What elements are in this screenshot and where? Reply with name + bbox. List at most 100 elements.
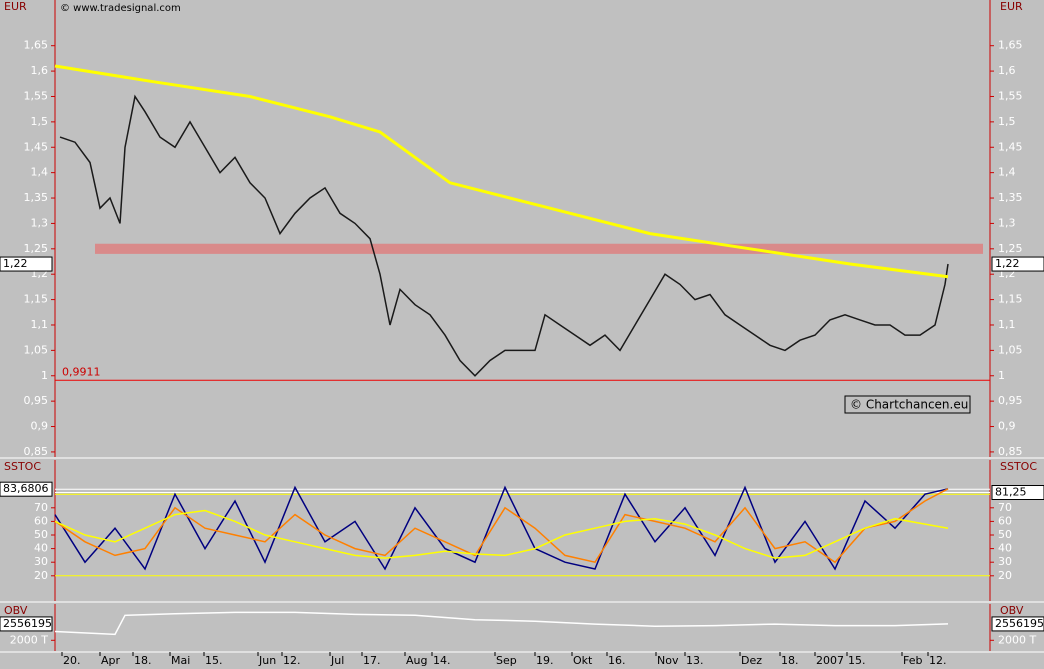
series-line xyxy=(59,94,949,377)
x-tick-label: 15. xyxy=(848,654,866,667)
y-tick-label: 1,4 xyxy=(31,166,49,179)
series-line xyxy=(54,485,949,571)
y-tick-label: 1 xyxy=(41,369,48,382)
x-tick-label: Jun xyxy=(258,654,276,667)
support-label: 0,9911 xyxy=(62,365,101,378)
value-box-label: 2556195 xyxy=(3,617,52,630)
y-tick-label: 1,15 xyxy=(24,293,49,306)
y-tick-label: 40 xyxy=(34,542,48,555)
y-tick-label: 1,45 xyxy=(998,140,1023,153)
x-tick-label: Aug xyxy=(406,654,427,667)
x-tick-label: 18. xyxy=(134,654,152,667)
series-line xyxy=(54,509,949,559)
y-tick-label: 0,9 xyxy=(31,420,49,433)
panel-title: SSTOC xyxy=(1000,460,1037,473)
x-tick-label: 13. xyxy=(686,654,704,667)
y-tick-label: 1,1 xyxy=(998,318,1016,331)
resistance-zone xyxy=(95,243,983,254)
series-line xyxy=(54,611,949,636)
y-tick-label: 1,25 xyxy=(24,242,49,255)
value-box-label: 1,22 xyxy=(995,257,1020,270)
x-tick-label: 19. xyxy=(536,654,554,667)
x-tick-label: Jul xyxy=(330,654,344,667)
y-tick-label: 40 xyxy=(998,542,1012,555)
value-box xyxy=(991,485,1044,500)
x-tick-label: Nov xyxy=(657,654,679,667)
value-box xyxy=(0,481,53,497)
panel-title: EUR xyxy=(4,0,27,13)
value-box-label: 81,25 xyxy=(995,486,1027,499)
y-tick-label: 1,05 xyxy=(24,343,49,356)
y-tick-label: 0,95 xyxy=(24,394,49,407)
y-tick-label: 1,6 xyxy=(31,64,49,77)
y-tick-label: 1,25 xyxy=(998,242,1023,255)
y-tick-label: 30 xyxy=(998,555,1012,568)
value-box-label: 2556195 xyxy=(995,617,1044,630)
y-tick-label: 1,4 xyxy=(998,166,1016,179)
watermark-box xyxy=(844,395,971,414)
y-tick-label: 60 xyxy=(34,514,48,527)
x-tick-label: 2007 xyxy=(816,654,844,667)
source-label: © www.tradesignal.com xyxy=(60,3,181,14)
y-tick-label: 1,1 xyxy=(31,318,49,331)
value-box xyxy=(0,616,53,632)
series-line xyxy=(54,64,949,279)
y-tick-label: 1,35 xyxy=(998,191,1023,204)
y-tick-label: 2000 T xyxy=(10,633,48,646)
x-tick-label: 18. xyxy=(781,654,799,667)
panel-title: OBV xyxy=(1000,604,1024,617)
panel-title: OBV xyxy=(4,604,28,617)
y-tick-label: 60 xyxy=(998,514,1012,527)
y-tick-label: 70 xyxy=(34,501,48,514)
x-tick-label: 12. xyxy=(929,654,947,667)
y-tick-label: 1,6 xyxy=(998,64,1016,77)
y-tick-label: 1,45 xyxy=(24,140,49,153)
x-tick-label: 14. xyxy=(433,654,451,667)
x-tick-label: 16. xyxy=(608,654,626,667)
y-tick-label: 1,3 xyxy=(998,216,1016,229)
y-tick-label: 1,55 xyxy=(24,89,49,102)
y-tick-label: 2000 T xyxy=(998,633,1036,646)
y-tick-label: 1,5 xyxy=(31,115,49,128)
y-tick-label: 1,05 xyxy=(998,343,1023,356)
series-line xyxy=(54,488,949,564)
value-box-label: 1,22 xyxy=(3,257,28,270)
y-tick-label: 1,3 xyxy=(31,216,49,229)
y-tick-label: 1,15 xyxy=(998,293,1023,306)
y-tick-label: 0,85 xyxy=(24,445,49,458)
x-tick-label: 12. xyxy=(283,654,301,667)
value-box xyxy=(991,616,1044,632)
y-tick-label: 70 xyxy=(998,501,1012,514)
y-tick-label: 0,9 xyxy=(998,420,1016,433)
y-tick-label: 50 xyxy=(998,528,1012,541)
value-box xyxy=(991,256,1044,272)
y-tick-label: 1,65 xyxy=(998,39,1023,52)
panel-title: EUR xyxy=(1000,0,1023,13)
y-tick-label: 1,55 xyxy=(998,89,1023,102)
y-tick-label: 1,35 xyxy=(24,191,49,204)
x-tick-label: 15. xyxy=(205,654,223,667)
y-tick-label: 30 xyxy=(34,555,48,568)
x-tick-label: Mai xyxy=(171,654,190,667)
x-tick-label: 20. xyxy=(63,654,81,667)
value-box-label: 83,6806 xyxy=(3,482,49,495)
y-tick-label: 20 xyxy=(34,569,48,582)
y-tick-label: 1,65 xyxy=(24,39,49,52)
x-tick-label: Dez xyxy=(741,654,762,667)
y-tick-label: 20 xyxy=(998,569,1012,582)
y-tick-label: 0,85 xyxy=(998,445,1023,458)
value-box xyxy=(0,256,53,272)
y-tick-label: 1 xyxy=(998,369,1005,382)
y-tick-label: 50 xyxy=(34,528,48,541)
x-tick-label: Apr xyxy=(101,654,121,667)
y-tick-label: 0,95 xyxy=(998,394,1023,407)
x-tick-label: 17. xyxy=(363,654,381,667)
x-tick-label: Feb xyxy=(903,654,922,667)
panel-title: SSTOC xyxy=(4,460,41,473)
x-tick-label: Okt xyxy=(573,654,593,667)
y-tick-label: 1,5 xyxy=(998,115,1016,128)
x-tick-label: Sep xyxy=(496,654,517,667)
watermark: © Chartchancen.eu xyxy=(850,398,968,412)
